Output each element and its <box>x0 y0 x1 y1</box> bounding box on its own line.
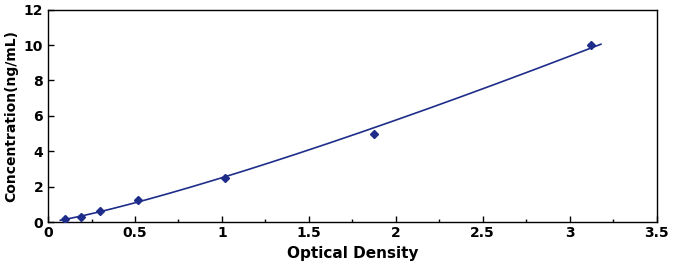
Y-axis label: Concentration(ng/mL): Concentration(ng/mL) <box>4 30 18 202</box>
X-axis label: Optical Density: Optical Density <box>287 246 418 261</box>
